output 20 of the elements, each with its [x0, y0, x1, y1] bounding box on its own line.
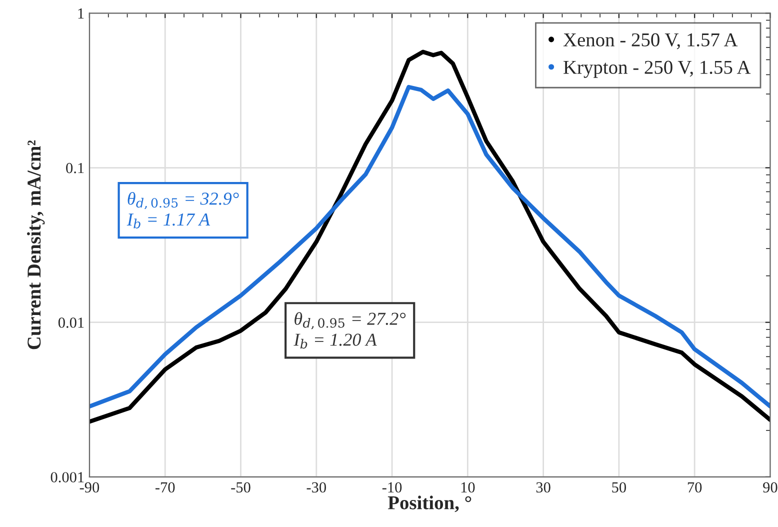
x-axis-title: Position, ° — [388, 496, 472, 512]
x-tick-label: -70 — [155, 482, 175, 493]
x-tick-label: -10 — [382, 482, 402, 493]
x-tick-label: 70 — [688, 482, 702, 493]
y-tick-label: 1 — [78, 8, 84, 18]
y-tick-label: 0.001 — [50, 472, 84, 482]
text: θ$_{d,0.95}$ = 27.2° I$_{b}$ = 1.20 A — [294, 312, 406, 349]
legend-label: Krypton - 250 V, 1.55 A — [564, 60, 751, 78]
x-tick-label: 90 — [763, 482, 778, 493]
x-tick-label: 30 — [536, 482, 550, 493]
legend-label: Xenon - 250 V, 1.57 A — [563, 33, 738, 50]
y-axis-title: Current Density, mA/cm² — [26, 140, 45, 350]
x-tick-label: -50 — [231, 482, 250, 493]
y-tick-label: 0.01 — [58, 317, 84, 328]
x-tick-label: 10 — [461, 482, 475, 493]
x-tick-label: 50 — [612, 482, 626, 493]
x-tick-label: -30 — [306, 482, 326, 493]
y-tick-label: 0.1 — [66, 162, 84, 174]
x-tick-label: -90 — [80, 482, 100, 493]
text: θ$_{d,0.95}$ = 32.9° I$_{b}$ = 1.17 A — [126, 192, 239, 228]
